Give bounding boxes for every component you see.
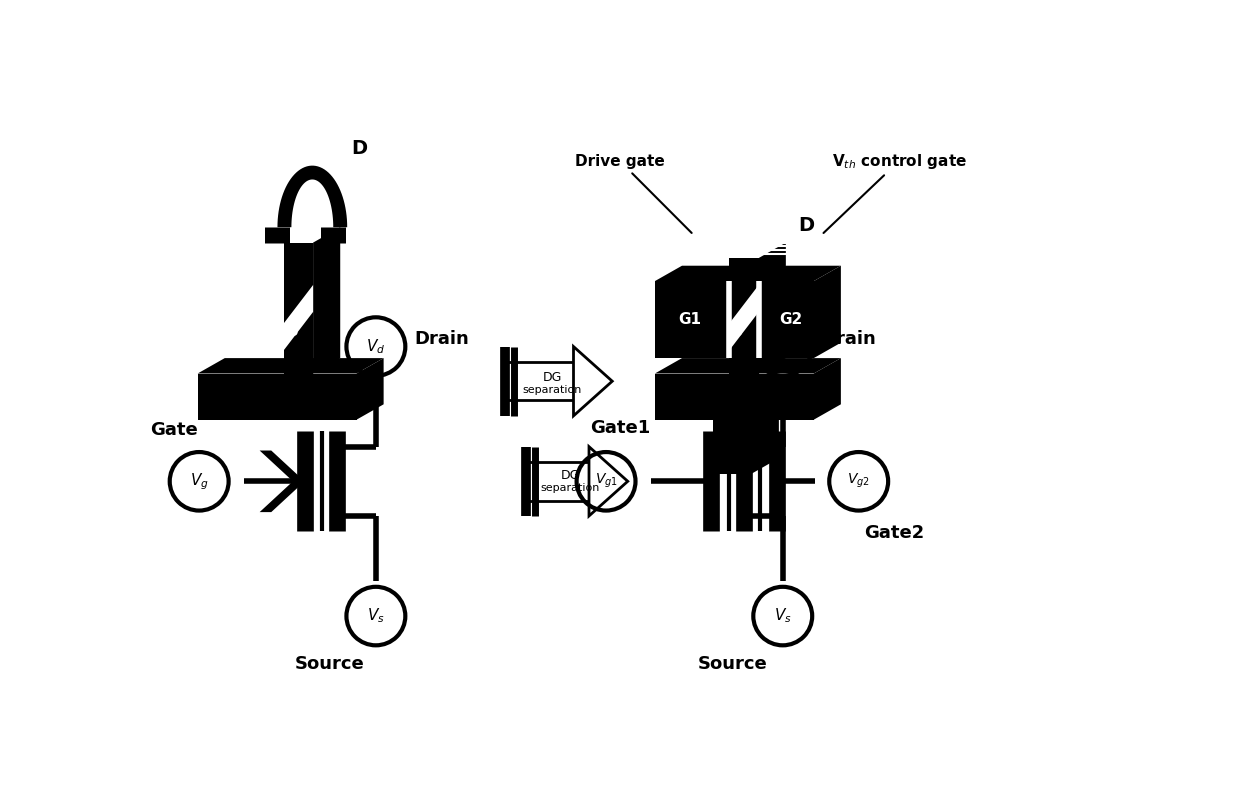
Text: $V_{g1}$: $V_{g1}$ [595,472,618,490]
Text: Drain: Drain [414,330,470,348]
Polygon shape [655,358,841,374]
Text: Source: Source [295,654,365,672]
Text: D: D [351,139,367,158]
Text: $V_{g2}$: $V_{g2}$ [847,472,870,490]
Text: separation: separation [541,483,600,493]
Polygon shape [573,346,613,416]
Polygon shape [813,358,841,420]
Polygon shape [751,404,779,473]
Polygon shape [284,243,312,374]
Polygon shape [197,358,383,374]
Text: DG: DG [560,469,580,482]
Text: Drive gate: Drive gate [575,154,692,233]
Polygon shape [259,451,305,512]
Text: $V_g$: $V_g$ [190,471,208,492]
Polygon shape [713,420,751,473]
Text: $V_d$: $V_d$ [773,337,792,356]
Polygon shape [729,258,759,374]
Polygon shape [312,227,340,374]
Text: D: D [799,216,815,235]
Text: Source: Source [697,654,768,672]
Text: Gate1: Gate1 [590,418,650,437]
Polygon shape [197,374,357,420]
Text: V$_{th}$ control gate: V$_{th}$ control gate [823,151,966,233]
Text: G2: G2 [779,312,802,327]
Polygon shape [729,285,759,350]
Text: separation: separation [522,385,582,396]
Polygon shape [284,285,312,350]
Polygon shape [655,265,756,281]
Polygon shape [813,265,841,358]
Text: Drain: Drain [821,330,877,348]
Polygon shape [655,374,813,420]
Polygon shape [525,462,589,501]
Polygon shape [655,281,729,358]
Polygon shape [278,166,347,227]
Polygon shape [357,358,383,420]
Text: S: S [732,324,743,339]
Text: $V_d$: $V_d$ [366,337,386,356]
Polygon shape [759,281,813,358]
Text: DG: DG [543,371,562,383]
Text: G: G [300,190,317,210]
Text: $V_s$: $V_s$ [774,607,791,625]
Text: $V_s$: $V_s$ [367,607,384,625]
Polygon shape [759,243,786,374]
Polygon shape [759,265,841,281]
Text: S: S [286,322,299,340]
Text: G1: G1 [678,312,702,327]
Polygon shape [503,362,573,400]
Text: Gate: Gate [150,421,198,439]
Text: Gate2: Gate2 [864,523,924,542]
Polygon shape [589,447,627,516]
